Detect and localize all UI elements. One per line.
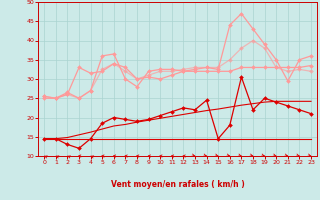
X-axis label: Vent moyen/en rafales ( km/h ): Vent moyen/en rafales ( km/h ) xyxy=(111,180,244,189)
